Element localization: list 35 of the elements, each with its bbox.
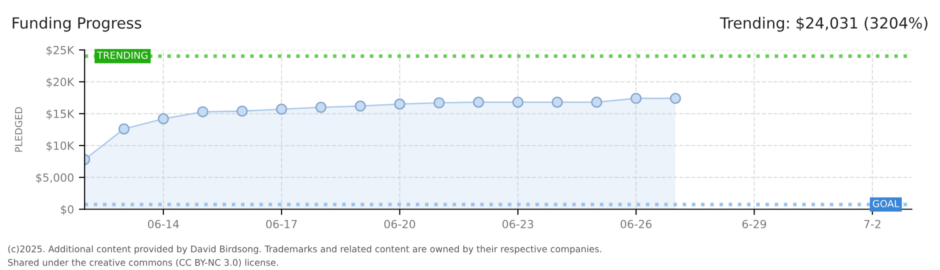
x-tick-label: 06-14 bbox=[148, 220, 179, 228]
point bbox=[591, 96, 602, 108]
chart-title: Funding Progress bbox=[12, 16, 142, 32]
ref-line-label: GOAL bbox=[872, 200, 900, 208]
y-tick-label: $15K bbox=[46, 109, 74, 120]
x-tick-label: 06-26 bbox=[620, 220, 652, 228]
text: (c)2025. Additional content provided by David Birdsong. Trademarks and related content are owned by their respective companies. bbox=[8, 245, 602, 254]
ref-line-label: TRENDING bbox=[96, 52, 148, 59]
point bbox=[276, 104, 288, 115]
point bbox=[118, 123, 130, 135]
point bbox=[394, 98, 406, 110]
x-tick-label: 06-20 bbox=[384, 220, 416, 228]
point bbox=[512, 96, 524, 108]
y-tick-label: $20K bbox=[46, 78, 74, 88]
point bbox=[236, 106, 248, 117]
x-tick-label: 6-29 bbox=[742, 220, 766, 228]
point bbox=[315, 102, 326, 113]
point bbox=[354, 100, 366, 112]
point bbox=[434, 97, 445, 108]
y-tick-label: $10K bbox=[46, 141, 74, 152]
x-tick-label: 06-23 bbox=[502, 220, 534, 228]
y-tick-label: $5,000 bbox=[36, 173, 74, 184]
point bbox=[197, 106, 208, 118]
point bbox=[552, 96, 563, 108]
point bbox=[472, 96, 484, 108]
y-tick-label: $0 bbox=[60, 205, 74, 216]
point bbox=[670, 92, 682, 104]
x-tick-label: 06-17 bbox=[266, 220, 297, 228]
text: Shared under the creative commons (CC BY-NC 3.0) license. bbox=[8, 258, 278, 267]
point bbox=[630, 92, 642, 104]
point bbox=[158, 113, 169, 124]
chart-subtitle: Trending: $24,031 (3204%) bbox=[720, 16, 928, 32]
y-tick-label: $25K bbox=[46, 46, 74, 56]
y-axis-title: PLEDGED bbox=[14, 107, 22, 152]
x-tick-label: 7-2 bbox=[864, 220, 880, 228]
